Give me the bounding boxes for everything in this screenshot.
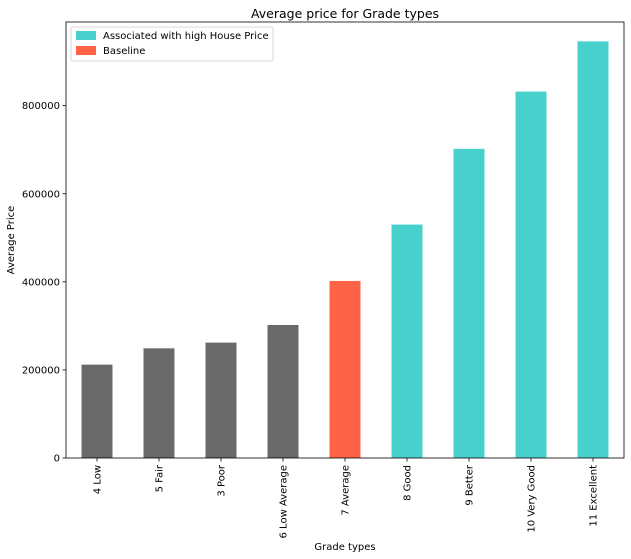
x-tick-label: 10 Very Good (527, 465, 538, 533)
legend-label-high-price: Associated with high House Price (103, 31, 269, 42)
bar-9-better (453, 148, 485, 458)
x-axis-ticks: 4 Low 5 Fair 3 Poor 6 Low Average 7 Average 8… (93, 458, 600, 538)
y-tick-label: 400000 (22, 277, 60, 288)
y-tick-label: 800000 (22, 101, 60, 112)
legend-label-baseline: Baseline (103, 46, 145, 57)
bar-5-fair (143, 348, 175, 458)
x-tick-label: 4 Low (93, 465, 104, 494)
bar-8-good (391, 224, 423, 458)
y-axis-ticks: 0 200000 400000 600000 800000 (22, 101, 66, 465)
bar-6-low-average (267, 324, 299, 458)
x-tick-label: 6 Low Average (279, 465, 290, 538)
bar-3-poor (205, 342, 237, 458)
bar-11-excellent (577, 41, 609, 458)
legend-swatch-baseline (76, 46, 96, 55)
y-tick-label: 600000 (22, 189, 60, 200)
x-tick-label: 3 Poor (217, 464, 228, 496)
x-tick-label: 5 Fair (155, 464, 166, 492)
x-tick-label: 7 Average (341, 465, 352, 516)
y-axis-label: Average Price (6, 206, 17, 275)
bar-4-low (81, 364, 113, 458)
legend-frame (70, 26, 274, 62)
x-tick-label: 11 Excellent (589, 465, 600, 527)
legend-swatch-high-price (76, 31, 96, 40)
plot-frame (65, 21, 625, 459)
legend: Associated with high House Price Baselin… (70, 26, 274, 62)
y-tick-label: 0 (54, 454, 60, 465)
x-tick-label: 9 Better (465, 464, 476, 506)
y-tick-label: 200000 (22, 365, 60, 376)
bars-group (81, 41, 609, 459)
bar-10-very-good (515, 91, 547, 459)
x-tick-label: 8 Good (403, 465, 414, 501)
bar-7-average (329, 280, 361, 458)
chart-title: Average price for Grade types (251, 6, 439, 21)
x-axis-label: Grade types (314, 542, 375, 553)
